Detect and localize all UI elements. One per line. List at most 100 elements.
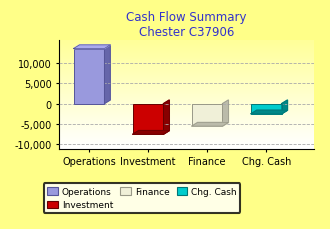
- Bar: [59, 83, 314, 84]
- Bar: [59, 148, 314, 149]
- Bar: [59, 141, 314, 142]
- Bar: [59, 128, 314, 129]
- Bar: [59, 95, 314, 96]
- Bar: [192, 104, 222, 126]
- Bar: [59, 121, 314, 122]
- Bar: [59, 90, 314, 91]
- Bar: [59, 64, 314, 65]
- Bar: [59, 110, 314, 111]
- Polygon shape: [281, 101, 287, 114]
- Bar: [59, 97, 314, 98]
- Bar: [59, 136, 314, 137]
- Bar: [59, 55, 314, 56]
- Bar: [59, 48, 314, 49]
- Bar: [59, 92, 314, 93]
- Polygon shape: [192, 123, 228, 126]
- Bar: [59, 93, 314, 94]
- Bar: [59, 104, 314, 105]
- Bar: [59, 99, 314, 100]
- Bar: [59, 58, 314, 60]
- Bar: [59, 112, 314, 113]
- Bar: [59, 117, 314, 118]
- Bar: [59, 105, 314, 106]
- Bar: [59, 75, 314, 76]
- Bar: [59, 137, 314, 138]
- Bar: [59, 142, 314, 143]
- Bar: [59, 143, 314, 144]
- Bar: [59, 126, 314, 127]
- Bar: [59, 68, 314, 69]
- Bar: [59, 76, 314, 77]
- Bar: [59, 57, 314, 58]
- Bar: [59, 62, 314, 63]
- Bar: [59, 86, 314, 87]
- Bar: [59, 147, 314, 148]
- Bar: [59, 101, 314, 103]
- Bar: [59, 44, 314, 46]
- Bar: [59, 133, 314, 134]
- Bar: [59, 54, 314, 55]
- Bar: [59, 41, 314, 42]
- Bar: [59, 127, 314, 128]
- Bar: [59, 129, 314, 131]
- Bar: [59, 84, 314, 85]
- Bar: [59, 131, 314, 132]
- Bar: [59, 134, 314, 135]
- Bar: [59, 56, 314, 57]
- Bar: [59, 78, 314, 79]
- Bar: [59, 119, 314, 120]
- Bar: [59, 132, 314, 133]
- Bar: [59, 51, 314, 52]
- Bar: [59, 80, 314, 81]
- Bar: [74, 49, 104, 104]
- Bar: [59, 100, 314, 101]
- Bar: [59, 69, 314, 70]
- Bar: [59, 118, 314, 119]
- Bar: [59, 108, 314, 109]
- Bar: [59, 124, 314, 125]
- Bar: [59, 120, 314, 121]
- Bar: [59, 47, 314, 48]
- Bar: [59, 79, 314, 80]
- Bar: [59, 53, 314, 54]
- Polygon shape: [104, 46, 110, 104]
- Bar: [59, 135, 314, 136]
- Bar: [59, 74, 314, 75]
- Bar: [59, 65, 314, 66]
- Bar: [133, 104, 163, 135]
- Bar: [59, 49, 314, 50]
- Bar: [59, 103, 314, 104]
- Bar: [59, 63, 314, 64]
- Bar: [59, 46, 314, 47]
- Legend: Operations, Investment, Finance, Chg. Cash: Operations, Investment, Finance, Chg. Ca…: [44, 183, 240, 213]
- Bar: [59, 67, 314, 68]
- Bar: [59, 114, 314, 115]
- Bar: [59, 111, 314, 112]
- Bar: [59, 115, 314, 117]
- Bar: [59, 98, 314, 99]
- Polygon shape: [222, 101, 228, 126]
- Bar: [59, 122, 314, 123]
- Bar: [59, 77, 314, 78]
- Bar: [59, 72, 314, 74]
- Bar: [59, 91, 314, 92]
- Bar: [59, 107, 314, 108]
- Bar: [59, 71, 314, 72]
- Bar: [59, 146, 314, 147]
- Bar: [59, 109, 314, 110]
- Bar: [59, 70, 314, 71]
- Bar: [59, 144, 314, 146]
- Bar: [59, 43, 314, 44]
- Bar: [59, 66, 314, 67]
- Bar: [59, 139, 314, 140]
- Bar: [59, 87, 314, 89]
- Bar: [59, 52, 314, 53]
- Title: Cash Flow Summary
Chester C37906: Cash Flow Summary Chester C37906: [126, 11, 247, 39]
- Polygon shape: [251, 111, 287, 114]
- Bar: [59, 89, 314, 90]
- Bar: [59, 138, 314, 139]
- Bar: [59, 81, 314, 82]
- Bar: [59, 42, 314, 43]
- Bar: [251, 104, 281, 114]
- Polygon shape: [163, 101, 169, 135]
